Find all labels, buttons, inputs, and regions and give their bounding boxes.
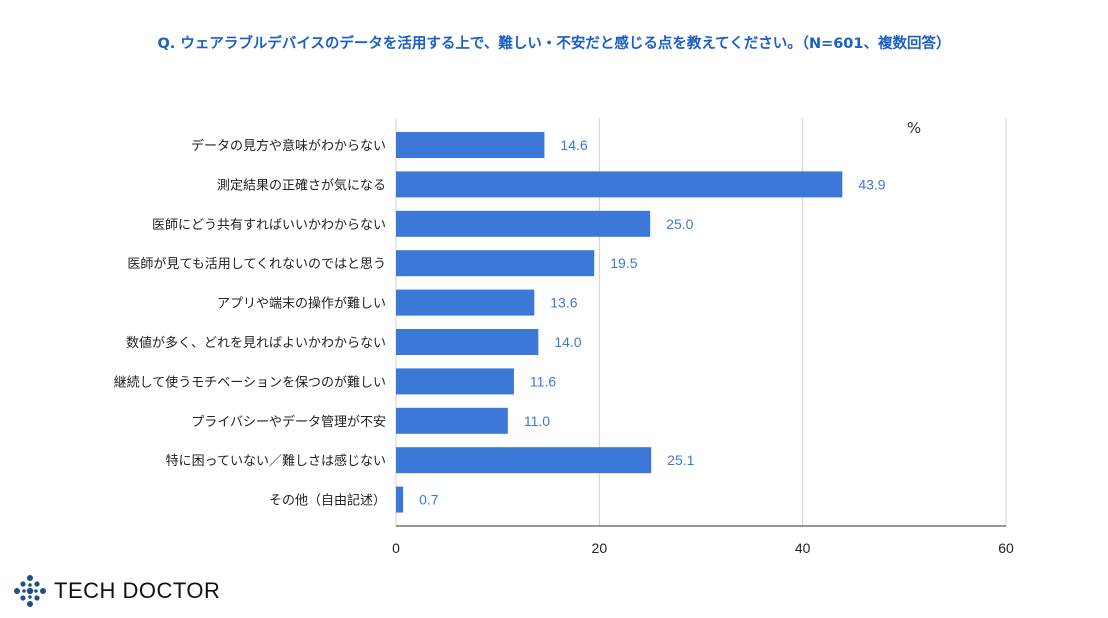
brand-name: TECH DOCTOR [54, 578, 221, 603]
bar [396, 289, 535, 316]
data-label: 25.0 [666, 216, 693, 232]
category-label: 測定結果の正確さが気になる [217, 177, 386, 193]
bar [396, 171, 843, 198]
bar [396, 368, 514, 395]
data-label: 11.6 [530, 373, 556, 389]
x-tick-label: 0 [392, 540, 400, 556]
data-label: 13.6 [550, 295, 577, 311]
bar [396, 250, 595, 277]
data-label: 19.5 [610, 255, 637, 271]
category-label: 特に困っていない／難しさは感じない [166, 453, 386, 469]
bar [396, 329, 539, 355]
unit-label: % [907, 119, 921, 137]
data-label: 11.0 [524, 413, 550, 429]
category-label: その他（自由記述） [269, 493, 386, 509]
data-label: 43.9 [858, 176, 885, 192]
category-label: アプリや端末の操作が難しい [217, 296, 386, 312]
category-label: 医師にどう共有すればいいかわからない [152, 218, 386, 233]
x-tick-label: 20 [592, 540, 608, 556]
x-tick-label: 60 [998, 540, 1014, 556]
bar [396, 486, 404, 513]
data-label: 25.1 [667, 452, 694, 468]
data-label: 14.0 [554, 334, 581, 350]
data-label: 14.6 [560, 137, 587, 153]
bar [396, 407, 508, 434]
category-label: プライバシーやデータ管理が不安 [191, 414, 386, 430]
brand-logo: TECH DOCTOR [14, 575, 220, 607]
category-label: 継続して使うモチベーションを保つのが難しい [114, 374, 386, 390]
category-label: 医師が見ても活用してくれないのではと思う [127, 257, 386, 272]
category-label: 数値が多く、どれを見ればよいかわからない [126, 335, 386, 351]
bar [396, 210, 651, 237]
data-label: 0.7 [419, 492, 439, 508]
chart-title: Q. ウェアラブルデバイスのデータを活用する上で、難しい・不安だと感じる点を教え… [157, 36, 951, 52]
category-label: データの見方や意味がわからない [191, 138, 386, 154]
logo-icon [14, 575, 46, 607]
bar [396, 447, 652, 474]
x-tick-label: 40 [795, 540, 811, 556]
bar [396, 132, 545, 158]
